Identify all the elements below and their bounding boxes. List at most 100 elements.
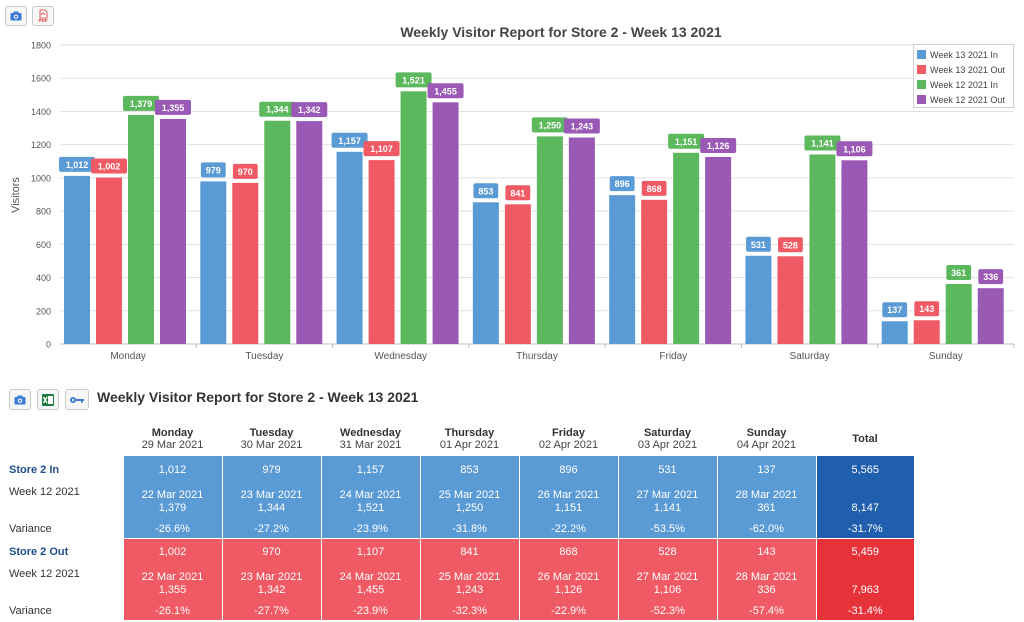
- data-label: 1,355: [162, 103, 185, 113]
- legend-label: Week 13 2021 Out: [930, 64, 1005, 75]
- column-header: Monday 29 Mar 2021: [123, 422, 222, 456]
- bar: [64, 175, 90, 344]
- column-header: Total: [816, 422, 914, 456]
- bar: [673, 152, 700, 344]
- data-label-box: [123, 95, 159, 111]
- value-cell: 25 Mar 2021 1,243: [419, 566, 519, 602]
- table-screenshot-button[interactable]: [9, 389, 31, 410]
- column-date: 29 Mar 2021: [141, 439, 204, 451]
- previous-value: 1,106: [653, 584, 682, 596]
- previous-date: 22 Mar 2021: [141, 571, 204, 583]
- value-cell: 531: [617, 456, 717, 484]
- legend-item[interactable]: Week 12 2021 In: [917, 77, 1010, 92]
- previous-date: 26 Mar 2021: [537, 571, 600, 583]
- value-cell: 137: [716, 456, 816, 484]
- data-label: 1,107: [370, 144, 393, 154]
- data-label-box: [155, 99, 191, 115]
- table-row-previous: Week 12 2021 22 Mar 2021 1,379 23 Mar 2021 1…: [0, 484, 914, 520]
- variance-cell: -31.8%: [419, 520, 519, 539]
- chart-screenshot-button[interactable]: [5, 6, 27, 26]
- bar: [977, 288, 1004, 344]
- variance-cell: -23.9%: [320, 520, 420, 539]
- visitor-table-container: Monday 29 Mar 2021 Tuesday 30 Mar 2021 Wedne…: [0, 422, 1024, 620]
- chart-title: Weekly Visitor Report for Store 2 - Week…: [400, 24, 722, 40]
- chart-pdf-button[interactable]: PDF: [32, 6, 54, 26]
- value-cell: 528: [617, 538, 717, 566]
- value-cell: 27 Mar 2021 1,141: [617, 484, 717, 520]
- total-cell: 8,147: [815, 484, 914, 520]
- table-key-button[interactable]: [65, 389, 89, 410]
- bar: [96, 177, 122, 344]
- legend-item[interactable]: Week 12 2021 Out: [917, 92, 1010, 107]
- variance-cell: -52.3%: [617, 602, 717, 620]
- table-row-variance: Variance -26.6% -27.2% -23.9% -31.8% -22.2% -5…: [0, 520, 914, 539]
- column-date: 02 Apr 2021: [538, 439, 599, 451]
- bar: [536, 136, 563, 344]
- value-cell: 24 Mar 2021 1,521: [320, 484, 420, 520]
- value-cell: 26 Mar 2021 1,126: [518, 566, 618, 602]
- data-label-box: [746, 236, 771, 252]
- y-tick-label: 1000: [31, 173, 51, 183]
- previous-value: 8,147: [851, 502, 880, 514]
- data-label: 1,106: [843, 144, 866, 154]
- bar-chart: Weekly Visitor Report for Store 2 - Week…: [10, 24, 1015, 362]
- value-cell: 22 Mar 2021 1,355: [122, 566, 222, 602]
- column-day: Friday: [551, 427, 585, 439]
- y-tick-label: 200: [36, 306, 51, 316]
- previous-value: 1,379: [158, 502, 187, 514]
- data-label-box: [882, 302, 908, 318]
- data-label-box: [836, 141, 873, 157]
- previous-date: [817, 571, 915, 584]
- data-label-box: [563, 118, 600, 134]
- bar: [400, 91, 427, 344]
- variance-cell: -22.2%: [518, 520, 618, 539]
- legend-item[interactable]: Week 13 2021 Out: [917, 62, 1010, 77]
- legend-label: Week 12 2021 In: [930, 79, 998, 90]
- data-label: 1,521: [402, 75, 425, 85]
- column-date: 03 Apr 2021: [637, 439, 698, 451]
- x-tick-label: Friday: [659, 351, 687, 362]
- data-label: 1,012: [66, 160, 89, 170]
- bar: [745, 255, 772, 344]
- previous-date: 26 Mar 2021: [537, 489, 600, 501]
- value-cell: 853: [419, 456, 519, 484]
- data-label-box: [291, 102, 328, 118]
- data-label-box: [232, 163, 258, 179]
- value-cell: 22 Mar 2021 1,379: [122, 484, 222, 520]
- y-tick-label: 800: [36, 207, 51, 217]
- previous-value: 1,243: [455, 584, 484, 596]
- column-header: Wednesday 31 Mar 2021: [321, 422, 420, 456]
- x-tick-label: Wednesday: [374, 351, 427, 362]
- bar: [609, 195, 636, 344]
- previous-date: 25 Mar 2021: [438, 571, 501, 583]
- legend-swatch: [917, 65, 926, 74]
- variance-cell: -32.3%: [419, 602, 519, 620]
- bar: [264, 120, 291, 344]
- data-label: 1,243: [571, 122, 594, 132]
- data-label: 970: [238, 167, 253, 177]
- y-tick-label: 400: [36, 273, 51, 283]
- variance-cell: -27.7%: [221, 602, 321, 620]
- y-tick-label: 1200: [31, 140, 51, 150]
- data-label: 1,342: [298, 105, 321, 115]
- y-tick-label: 0: [46, 340, 51, 350]
- y-tick-label: 600: [36, 240, 51, 250]
- data-label-box: [395, 72, 432, 88]
- bar: [777, 256, 804, 344]
- data-label-box: [259, 101, 296, 117]
- variance-label: Variance: [9, 523, 52, 535]
- data-label: 1,344: [266, 105, 289, 115]
- bar: [841, 160, 868, 344]
- bar: [472, 202, 499, 344]
- table-row-previous: Week 12 2021 22 Mar 2021 1,355 23 Mar 2021 1…: [0, 566, 914, 602]
- x-tick-label: Sunday: [929, 351, 963, 362]
- value-cell: 23 Mar 2021 1,344: [221, 484, 321, 520]
- previous-date: 23 Mar 2021: [240, 489, 303, 501]
- value-cell: 28 Mar 2021 361: [716, 484, 816, 520]
- previous-week-label: Week 12 2021: [9, 486, 80, 498]
- table-excel-button[interactable]: [37, 389, 59, 410]
- bar: [200, 181, 227, 344]
- value-cell: 868: [518, 538, 618, 566]
- table-row-current: Store 2 Out 1,002 970 1,107 841 868 528 143 5,45…: [0, 538, 914, 566]
- legend-item[interactable]: Week 13 2021 In: [917, 47, 1010, 62]
